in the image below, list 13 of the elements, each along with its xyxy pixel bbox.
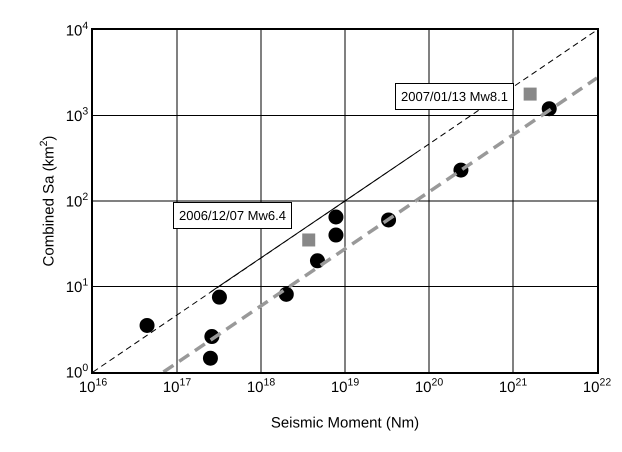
x-tick-label: 10$^{20}$	[414, 376, 444, 396]
x-tick-label: 10$^{22}$	[582, 376, 612, 396]
x-axis-title: Seismic Moment (Nm)	[270, 414, 420, 432]
annotation: 2007/01/13 Mw8.1	[401, 89, 508, 104]
y-tick-label: 10$^{3}$	[66, 105, 88, 125]
annotation: 2006/12/07 Mw6.4	[179, 208, 286, 223]
y-tick-label: 10$^{1}$	[66, 276, 88, 296]
x-tick-label: 10$^{17}$	[162, 376, 192, 396]
x-tick-label: 10$^{21}$	[498, 376, 528, 396]
y-tick-label: 10$^{4}$	[66, 20, 88, 40]
x-tick-label: 10$^{19}$	[330, 376, 360, 396]
y-tick-label: 10$^{2}$	[66, 190, 88, 210]
x-tick-label: 10$^{18}$	[246, 376, 276, 396]
